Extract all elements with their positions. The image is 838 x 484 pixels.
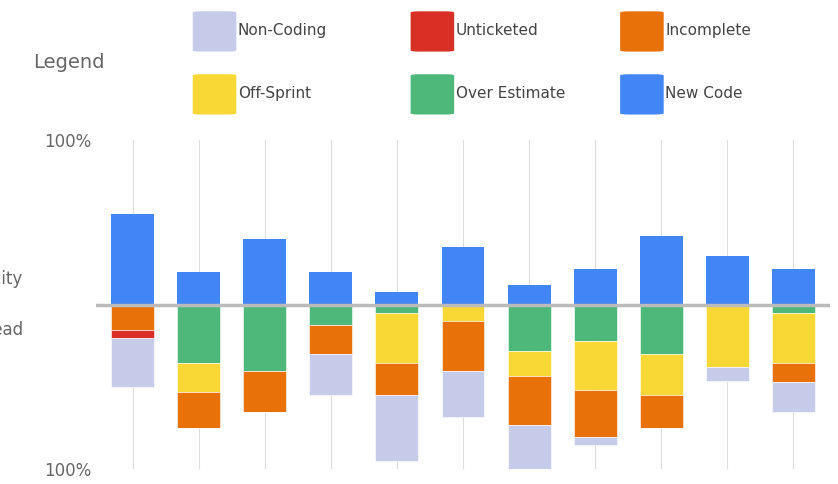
Bar xyxy=(178,305,220,363)
Bar xyxy=(574,269,617,305)
Bar xyxy=(574,341,617,391)
Bar xyxy=(772,363,815,382)
Bar xyxy=(243,305,287,371)
Bar xyxy=(639,305,683,354)
Bar xyxy=(111,330,154,338)
Text: Velocity: Velocity xyxy=(0,271,23,288)
Bar xyxy=(442,305,484,321)
Bar xyxy=(508,351,551,376)
Bar xyxy=(508,285,551,305)
Bar xyxy=(375,305,418,313)
Bar xyxy=(309,305,352,325)
Bar xyxy=(309,354,352,395)
Bar xyxy=(508,425,551,483)
Bar xyxy=(639,395,683,428)
Bar xyxy=(178,392,220,428)
Bar xyxy=(772,269,815,305)
Text: New Code: New Code xyxy=(665,86,742,101)
Text: Unticketed: Unticketed xyxy=(456,23,539,38)
Bar xyxy=(772,382,815,412)
Bar xyxy=(178,272,220,305)
Bar xyxy=(111,338,154,387)
Bar xyxy=(111,214,154,305)
Bar xyxy=(309,325,352,354)
Bar xyxy=(442,321,484,371)
Bar xyxy=(772,313,815,363)
Bar xyxy=(508,376,551,425)
Bar xyxy=(706,305,748,367)
FancyBboxPatch shape xyxy=(620,11,664,52)
Bar xyxy=(706,256,748,305)
Bar xyxy=(111,305,154,330)
Text: Legend: Legend xyxy=(34,53,105,73)
Bar xyxy=(574,437,617,445)
Bar xyxy=(639,354,683,395)
Bar xyxy=(375,292,418,305)
Bar xyxy=(574,305,617,341)
FancyBboxPatch shape xyxy=(411,74,454,115)
Bar xyxy=(375,395,418,461)
Text: Incomplete: Incomplete xyxy=(665,23,751,38)
Text: Over Estimate: Over Estimate xyxy=(456,86,566,101)
FancyBboxPatch shape xyxy=(193,74,236,115)
Bar xyxy=(243,371,287,412)
Text: Overhead: Overhead xyxy=(0,321,23,339)
FancyBboxPatch shape xyxy=(411,11,454,52)
Bar xyxy=(243,239,287,305)
Bar xyxy=(309,272,352,305)
Bar xyxy=(706,367,748,380)
Bar xyxy=(772,305,815,313)
Text: Off-Sprint: Off-Sprint xyxy=(238,86,311,101)
Bar xyxy=(508,305,551,351)
Bar xyxy=(574,391,617,437)
Bar xyxy=(442,247,484,305)
Bar xyxy=(639,236,683,305)
Bar xyxy=(442,371,484,417)
Bar xyxy=(178,363,220,392)
FancyBboxPatch shape xyxy=(620,74,664,115)
FancyBboxPatch shape xyxy=(193,11,236,52)
Bar xyxy=(375,363,418,395)
Bar xyxy=(375,313,418,363)
Text: Non-Coding: Non-Coding xyxy=(238,23,328,38)
